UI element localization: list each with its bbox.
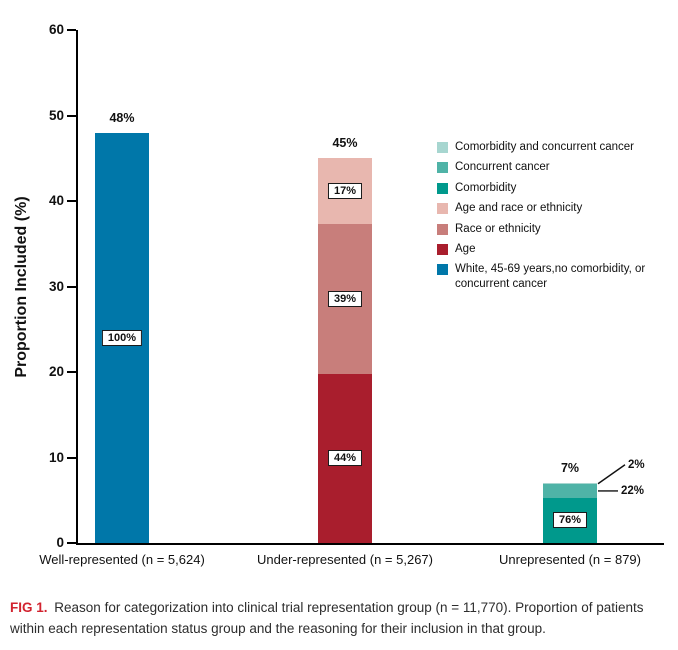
y-tick-label: 40 <box>48 193 64 208</box>
segment-callout-label: 2% <box>628 458 645 471</box>
bar-total-label: 45% <box>332 136 358 151</box>
legend-swatch-comorbidity-and-concurrent-cancer <box>437 142 448 153</box>
bar-total-label: 7% <box>560 461 580 476</box>
legend-item: Race or ethnicity <box>437 222 667 236</box>
legend-swatch-age <box>437 243 448 255</box>
y-tick-mark <box>67 200 76 202</box>
y-tick-label: 50 <box>48 107 64 123</box>
legend-swatch-concurrent-cancer <box>437 162 448 174</box>
legend-item: Comorbidity <box>437 181 667 195</box>
y-tick-label: 10 <box>48 449 64 465</box>
segment-value-label: 39% <box>327 290 363 307</box>
segment-value-label: 76% <box>552 512 588 529</box>
legend-label: Race or ethnicity <box>455 222 541 235</box>
stacked-bar-chart: Proportion Included (%) 100% 48% 44% 39% 17%… <box>13 22 667 567</box>
y-tick-label: 0 <box>56 535 64 550</box>
figure-caption: FIG 1. Reason for categorization into cl… <box>10 598 670 640</box>
legend-swatch-comorbidity <box>437 182 448 194</box>
legend-item: Comorbidity and concurrent cancer <box>437 140 667 154</box>
legend-item: White, 45-69 years,no comorbidity, or co… <box>437 262 667 291</box>
bar-total-label: 48% <box>109 110 135 125</box>
x-axis-category-label: Under-represented (n = 5,267) <box>257 552 433 567</box>
y-axis-title: Proportion Included (%) <box>13 196 30 378</box>
legend-label: White, 45-69 years,no comorbidity, or co… <box>455 263 646 290</box>
legend-item: Age and race or ethnicity <box>437 201 667 215</box>
y-tick-mark <box>67 542 76 544</box>
legend-label: Age <box>455 242 476 255</box>
legend-swatch-white-45-69-years-no-comorbidity-or-concurrent-cancer <box>437 264 448 276</box>
chart-legend: Comorbidity and concurrent cancer Concurr… <box>437 140 667 297</box>
y-axis-line <box>76 30 78 545</box>
legend-label: Comorbidity and concurrent cancer <box>455 141 634 153</box>
segment-value-label: 17% <box>327 182 363 199</box>
segment-callout-label: 22% <box>621 484 645 497</box>
x-axis-line <box>76 543 664 545</box>
y-tick-label: 60 <box>48 22 64 37</box>
y-tick-mark <box>67 285 76 288</box>
y-tick-mark <box>67 371 76 373</box>
legend-label: Concurrent cancer <box>455 161 550 174</box>
bar-segment-concurrent-cancer <box>543 484 597 498</box>
legend-label: Age and race or ethnicity <box>455 202 583 215</box>
y-tick-mark <box>67 114 76 117</box>
y-tick-mark <box>67 456 76 459</box>
x-axis-category-label: Well-represented (n = 5,624) <box>39 552 205 567</box>
caption-text: Reason for categorization into clinical … <box>10 600 644 636</box>
legend-item: Concurrent cancer <box>437 160 667 174</box>
legend-item: Age <box>437 242 667 256</box>
segment-value-label: 100% <box>101 329 143 346</box>
y-tick-mark <box>67 29 76 31</box>
y-tick-label: 20 <box>48 364 64 379</box>
figure-number: FIG 1. <box>10 600 48 615</box>
legend-swatch-race-or-ethnicity <box>437 223 448 235</box>
y-tick-label: 30 <box>48 278 64 294</box>
legend-label: Comorbidity <box>455 181 517 194</box>
legend-swatch-age-and-race-or-ethnicity <box>437 203 448 215</box>
x-axis-category-label: Unrepresented (n = 879) <box>498 552 642 567</box>
segment-value-label: 44% <box>327 450 363 467</box>
bar-segment-comorbidity-and-concurrent-cancer <box>543 483 597 485</box>
plot-area: 100% 48% 44% 39% 17% 45% 76% 22% 2% 7% <box>78 30 662 543</box>
